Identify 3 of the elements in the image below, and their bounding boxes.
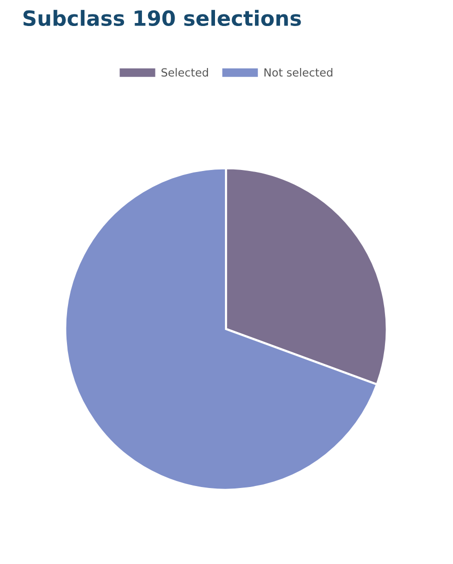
legend-label: Selected [162, 68, 208, 77]
legend-label: Not selected [264, 68, 332, 77]
chart-title: Subclass 190 selections [23, 10, 301, 26]
